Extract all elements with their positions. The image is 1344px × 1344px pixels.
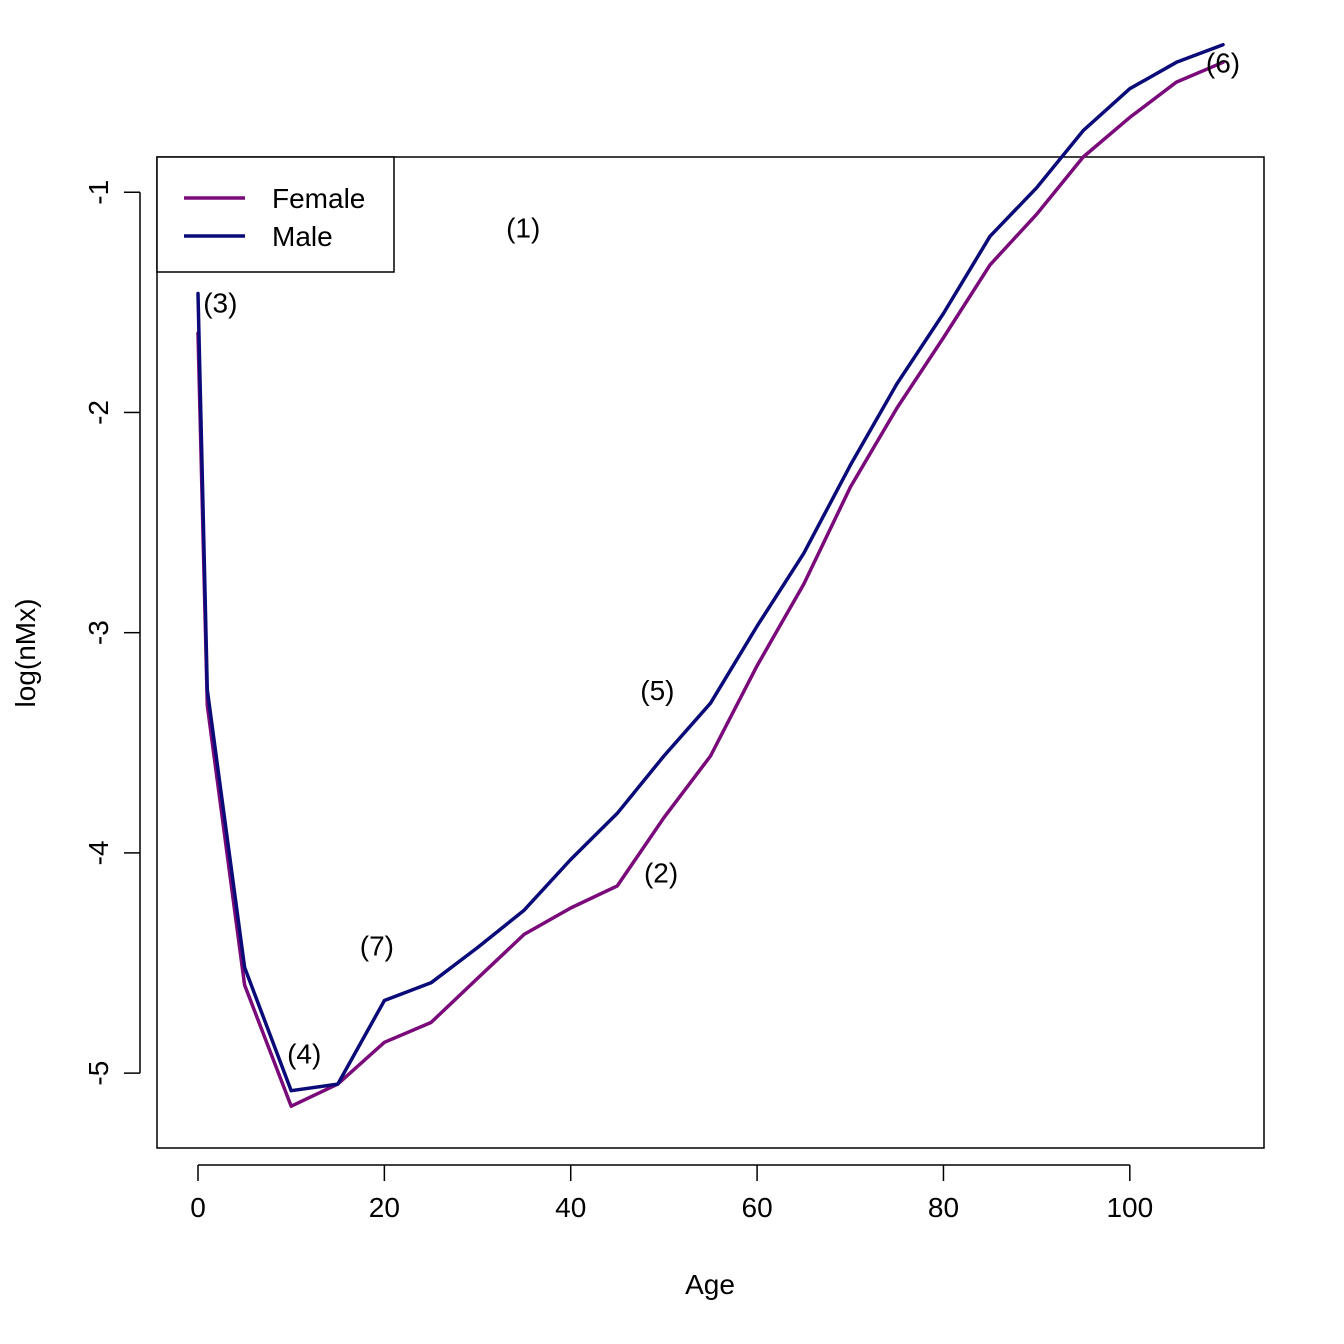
annotation-7: (7) <box>360 930 394 961</box>
series-line-male <box>196 42 1225 1093</box>
x-tick-label-80: 80 <box>928 1192 959 1223</box>
legend-box <box>156 156 395 273</box>
annotation-1: (1) <box>506 212 540 243</box>
y-axis-title: log(nMx) <box>10 599 41 708</box>
x-axis-title: Age <box>685 1269 735 1300</box>
annotation-layer: (1) (2) (3) (4) (5) (6) (7) <box>203 47 1240 1069</box>
x-axis: 0 20 40 60 80 100 <box>190 1164 1153 1223</box>
annotation-5: (5) <box>640 675 674 706</box>
legend-label-female: Female <box>272 183 365 214</box>
y-axis: -5 -4 -3 -2 -1 <box>83 180 141 1086</box>
y-tick-label-3: -2 <box>83 400 114 425</box>
x-tick-label-100: 100 <box>1106 1192 1153 1223</box>
series-layer <box>196 42 1225 1108</box>
x-tick-label-40: 40 <box>555 1192 586 1223</box>
y-tick-label-2: -3 <box>83 620 114 645</box>
annotation-4: (4) <box>287 1038 321 1069</box>
annotation-6: (6) <box>1206 47 1240 78</box>
y-tick-label-1: -4 <box>83 840 114 865</box>
plot-frame <box>156 156 1265 1149</box>
y-tick-label-4: -1 <box>83 180 114 205</box>
x-tick-label-0: 0 <box>190 1192 206 1223</box>
x-tick-label-20: 20 <box>369 1192 400 1223</box>
x-tick-label-60: 60 <box>742 1192 773 1223</box>
annotation-2: (2) <box>644 858 678 889</box>
legend-label-male: Male <box>272 221 333 252</box>
series-line-female <box>196 60 1225 1108</box>
legend: Female Male <box>156 156 395 273</box>
annotation-3: (3) <box>203 287 237 318</box>
y-tick-label-0: -5 <box>83 1061 114 1086</box>
